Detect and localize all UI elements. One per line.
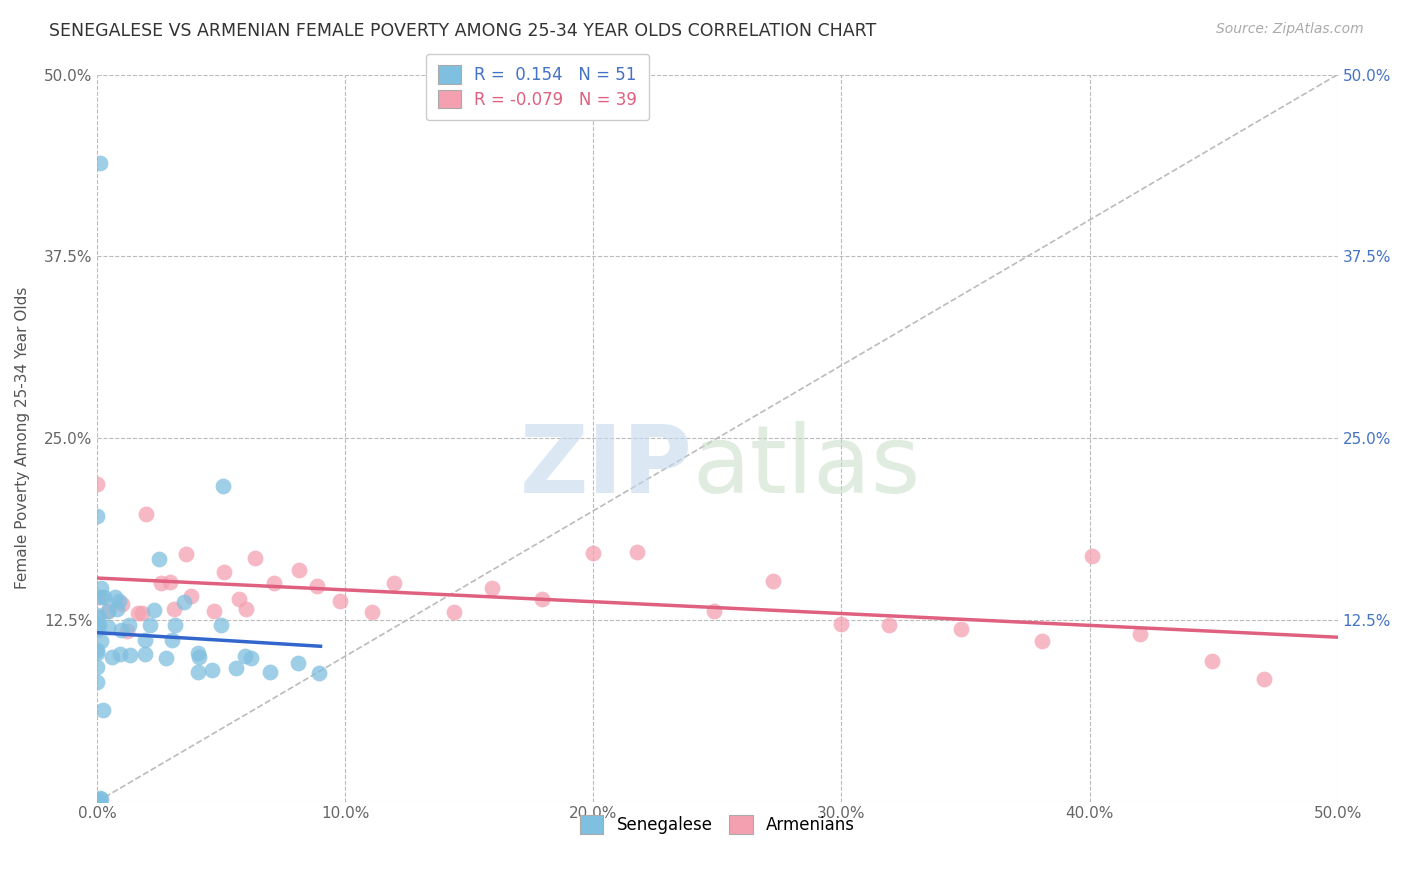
Point [228,591,250,606]
Point [830,616,852,631]
Point [626,544,648,558]
Point [212,479,235,493]
Point [180,589,202,603]
Point [1201,654,1223,668]
Point [243,550,266,565]
Point [90,634,112,648]
Point [582,546,605,560]
Point [1253,672,1275,686]
Point [240,651,263,665]
Point [187,665,209,679]
Point [134,648,156,662]
Point [131,606,153,620]
Point [89,791,111,805]
Point [134,632,156,647]
Text: Source: ZipAtlas.com: Source: ZipAtlas.com [1216,22,1364,37]
Point [1081,549,1104,564]
Point [135,507,157,521]
Point [202,604,225,618]
Point [90,791,112,805]
Point [235,601,257,615]
Point [1031,634,1053,648]
Point [108,594,131,608]
Point [87,618,110,632]
Point [90,581,112,595]
Point [259,665,281,679]
Point [703,604,725,618]
Point [1129,627,1152,641]
Point [117,618,139,632]
Point [105,602,128,616]
Point [89,795,111,809]
Point [97,620,120,634]
Text: SENEGALESE VS ARMENIAN FEMALE POVERTY AMONG 25-34 YEAR OLDS CORRELATION CHART: SENEGALESE VS ARMENIAN FEMALE POVERTY AM… [49,22,876,40]
Point [163,602,186,616]
Point [86,793,108,807]
Point [127,607,149,621]
Point [86,675,108,690]
Point [87,610,110,624]
Point [86,660,108,674]
Point [360,605,382,619]
Point [287,563,309,577]
Point [115,624,138,638]
Point [481,581,503,595]
Point [530,591,553,606]
Point [97,604,120,618]
Point [110,597,132,611]
Point [201,663,224,677]
Point [87,590,110,604]
Point [159,575,181,590]
Point [308,665,330,680]
Point [263,576,285,591]
Point [188,649,211,664]
Point [209,618,232,632]
Point [329,594,352,608]
Point [86,642,108,657]
Point [150,575,173,590]
Point [97,604,120,618]
Point [287,656,309,670]
Point [174,547,197,561]
Point [443,605,465,619]
Point [108,648,131,662]
Point [762,574,785,588]
Point [877,617,900,632]
Point [86,623,108,637]
Point [104,591,127,605]
Point [233,648,256,663]
Point [143,603,166,617]
Point [86,509,108,524]
Text: ZIP: ZIP [520,421,693,513]
Point [949,623,972,637]
Point [155,651,177,665]
Point [173,595,195,609]
Y-axis label: Female Poverty Among 25-34 Year Olds: Female Poverty Among 25-34 Year Olds [15,287,30,590]
Point [86,620,108,634]
Point [162,633,184,648]
Point [139,617,162,632]
Point [101,649,124,664]
Point [89,155,111,169]
Point [187,646,209,660]
Point [118,648,141,663]
Point [110,624,132,638]
Point [93,590,115,604]
Point [382,575,405,590]
Point [86,476,108,491]
Point [86,608,108,623]
Point [148,552,170,566]
Point [91,703,114,717]
Point [86,646,108,660]
Legend: Senegalese, Armenians: Senegalese, Armenians [569,805,865,844]
Point [163,618,186,632]
Text: atlas: atlas [693,421,921,513]
Point [307,579,329,593]
Point [90,590,112,604]
Point [225,661,247,675]
Point [212,566,235,580]
